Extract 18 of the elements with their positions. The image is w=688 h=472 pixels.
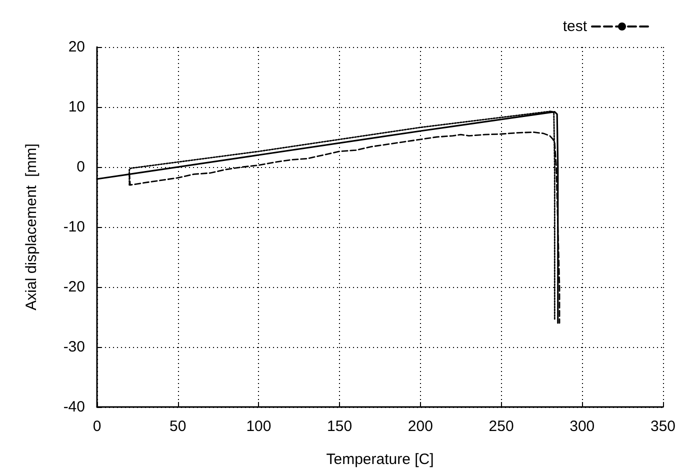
y-axis-title: Axial displacement [mm]: [23, 144, 40, 310]
y-tick-label: 0: [76, 158, 85, 176]
y-tick-label: -30: [63, 338, 85, 356]
x-tick-label: 50: [170, 418, 186, 435]
x-tick-label: 100: [246, 418, 272, 435]
x-tick-label: 200: [408, 418, 433, 435]
x-tick-label: 250: [488, 418, 514, 435]
x-tick-label: 300: [570, 418, 595, 435]
y-tick-label: 20: [68, 38, 85, 56]
x-tick-label: 350: [650, 418, 676, 435]
y-tick-label: -40: [63, 398, 85, 416]
y-tick-label: -20: [63, 278, 85, 296]
y-tick-label: -10: [63, 218, 85, 236]
y-tick-label: 10: [68, 98, 85, 116]
x-axis-title: Temperature [C]: [326, 451, 434, 468]
legend-label: test: [562, 18, 588, 35]
x-tick-label: 0: [92, 418, 102, 435]
x-tick-label: 150: [327, 418, 352, 435]
